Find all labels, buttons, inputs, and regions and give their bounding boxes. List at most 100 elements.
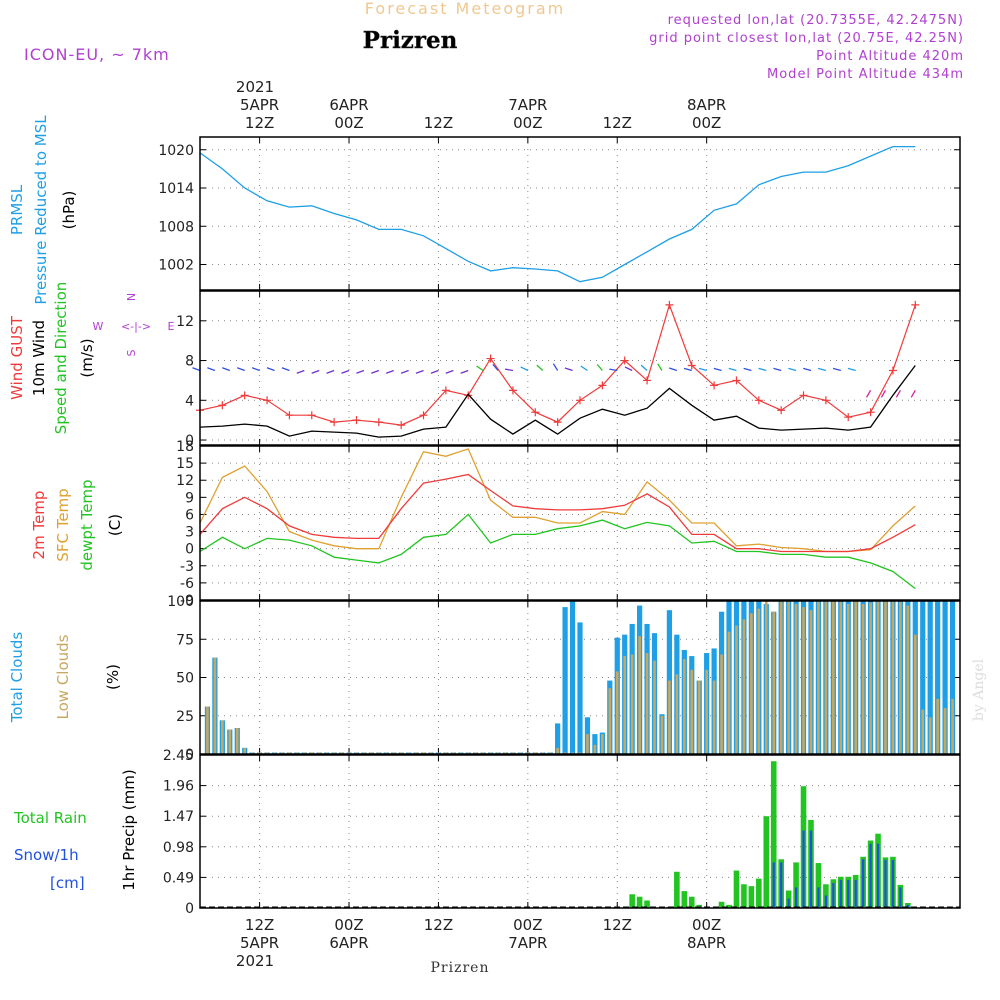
top-axis-hour-label: 00Z [513,114,542,132]
total-clouds-bar [577,622,583,754]
y-tick-label: 1008 [158,219,194,235]
wind-direction-arrow [266,367,275,372]
wind-direction-arrow [866,390,872,398]
rain-bar [726,904,732,908]
low-clouds-bar [250,752,254,754]
wind-direction-arrow [536,364,544,371]
wind-direction-arrow [492,363,499,371]
snow-legend: Snow/1h [14,846,79,864]
wind-direction-arrow [476,365,484,372]
low-clouds-bar [332,752,336,754]
gust-marker [553,418,562,427]
gust-marker [352,416,361,425]
y-tick-label: 0.49 [163,870,194,886]
total-clouds-bar [569,601,576,754]
low-clouds-bar [370,752,373,754]
low-clouds-bar [437,752,440,754]
compass-east: E [168,320,175,333]
y-tick-label: 12 [176,314,194,330]
total-clouds-bar [555,723,561,754]
wind-direction-arrow [356,369,365,374]
rain-bar [741,884,747,908]
compass-south: S [125,349,138,356]
gust-marker [285,411,294,420]
low-clouds-bar [690,669,694,754]
low-clouds-bar [928,717,932,754]
snow-bar [809,830,813,908]
y-tick-label: 3 [185,525,194,541]
low-clouds-bar [243,747,247,754]
low-clouds-bar [839,601,843,754]
low-clouds-bar [891,601,895,754]
low-clouds-bar [392,752,396,754]
low-clouds-bar [653,660,656,754]
gust-marker [732,376,741,385]
gust-marker [687,361,696,370]
snow-bar [832,883,835,908]
low-clouds-bar [452,752,455,754]
wind-direction-arrow [371,369,380,374]
gust-marker [441,386,450,395]
low-clouds-bar [750,613,753,754]
wind-direction-arrow [564,367,573,372]
y-axis-label: Wind GUST [8,315,26,400]
compass-rose: N S W E <-|-> [93,293,175,357]
wind-direction-arrow [192,367,201,372]
y-axis-label: Total Clouds [8,632,26,724]
total-clouds-bar [920,601,926,754]
precip-panel: 0 0.49 0.98 1.47 1.96 2.45 [163,748,961,917]
low-clouds-bar [683,659,686,754]
low-clouds-bar [809,610,813,754]
snow-bar [899,887,902,908]
wind-direction-arrow [640,364,648,371]
wind-direction-arrow [552,363,559,371]
low-clouds-bar [586,734,589,754]
low-clouds-bar [623,656,627,754]
temp-2m-line [199,473,916,553]
wind-direction-arrow [713,367,722,372]
wind-direction-arrow [222,367,231,372]
point-altitude: Point Altitude 420m [816,49,964,64]
low-clouds-bar [675,674,679,754]
rain-bar [763,816,770,908]
gust-marker [911,300,920,309]
rain-bar [644,900,650,908]
meteogram-title: Forecast Meteogram [365,0,565,18]
wind-direction-arrow [880,390,887,398]
rain-bar [756,878,762,908]
gust-marker [620,356,629,365]
low-clouds-bar [906,605,910,754]
low-clouds-bar [459,752,463,754]
low-clouds-bar [936,698,939,754]
wind-direction-arrow [847,367,856,372]
bottom-axis-hour-label: 12Z [245,916,274,934]
wind-direction-arrow [803,367,812,372]
y-tick-label: -3 [180,559,194,575]
low-clouds-bar [630,654,634,754]
low-clouds-bar [593,744,597,754]
wind-direction-arrow [773,367,782,372]
footer-location: Prizren [431,960,490,976]
clouds-panel: 0 25 50 75 100 [167,594,961,763]
top-axis-hour-label: 00Z [692,114,721,132]
compass-arrows: <-|-> [121,320,151,333]
low-clouds-bar [563,752,567,754]
gust-marker [218,401,227,410]
low-clouds-bar [466,752,470,754]
wind-direction-arrow [609,368,618,372]
low-clouds-bar [951,698,954,754]
low-clouds-bar [742,619,746,754]
gust-marker [531,408,540,417]
low-clouds-bar [571,752,574,754]
gust-marker [643,376,652,385]
low-clouds-bar [414,752,418,754]
gridpoint-coords: grid point closest lon,lat (20.75E, 42.2… [649,31,964,46]
wind-direction-arrow [698,367,707,372]
snow-bar [869,843,872,908]
wind-direction-arrow [596,363,603,371]
wind-direction-arrow [460,369,469,374]
gust-marker [576,396,584,405]
rain-bar [696,904,703,908]
y-axis-label: Speed and Direction [52,282,70,435]
